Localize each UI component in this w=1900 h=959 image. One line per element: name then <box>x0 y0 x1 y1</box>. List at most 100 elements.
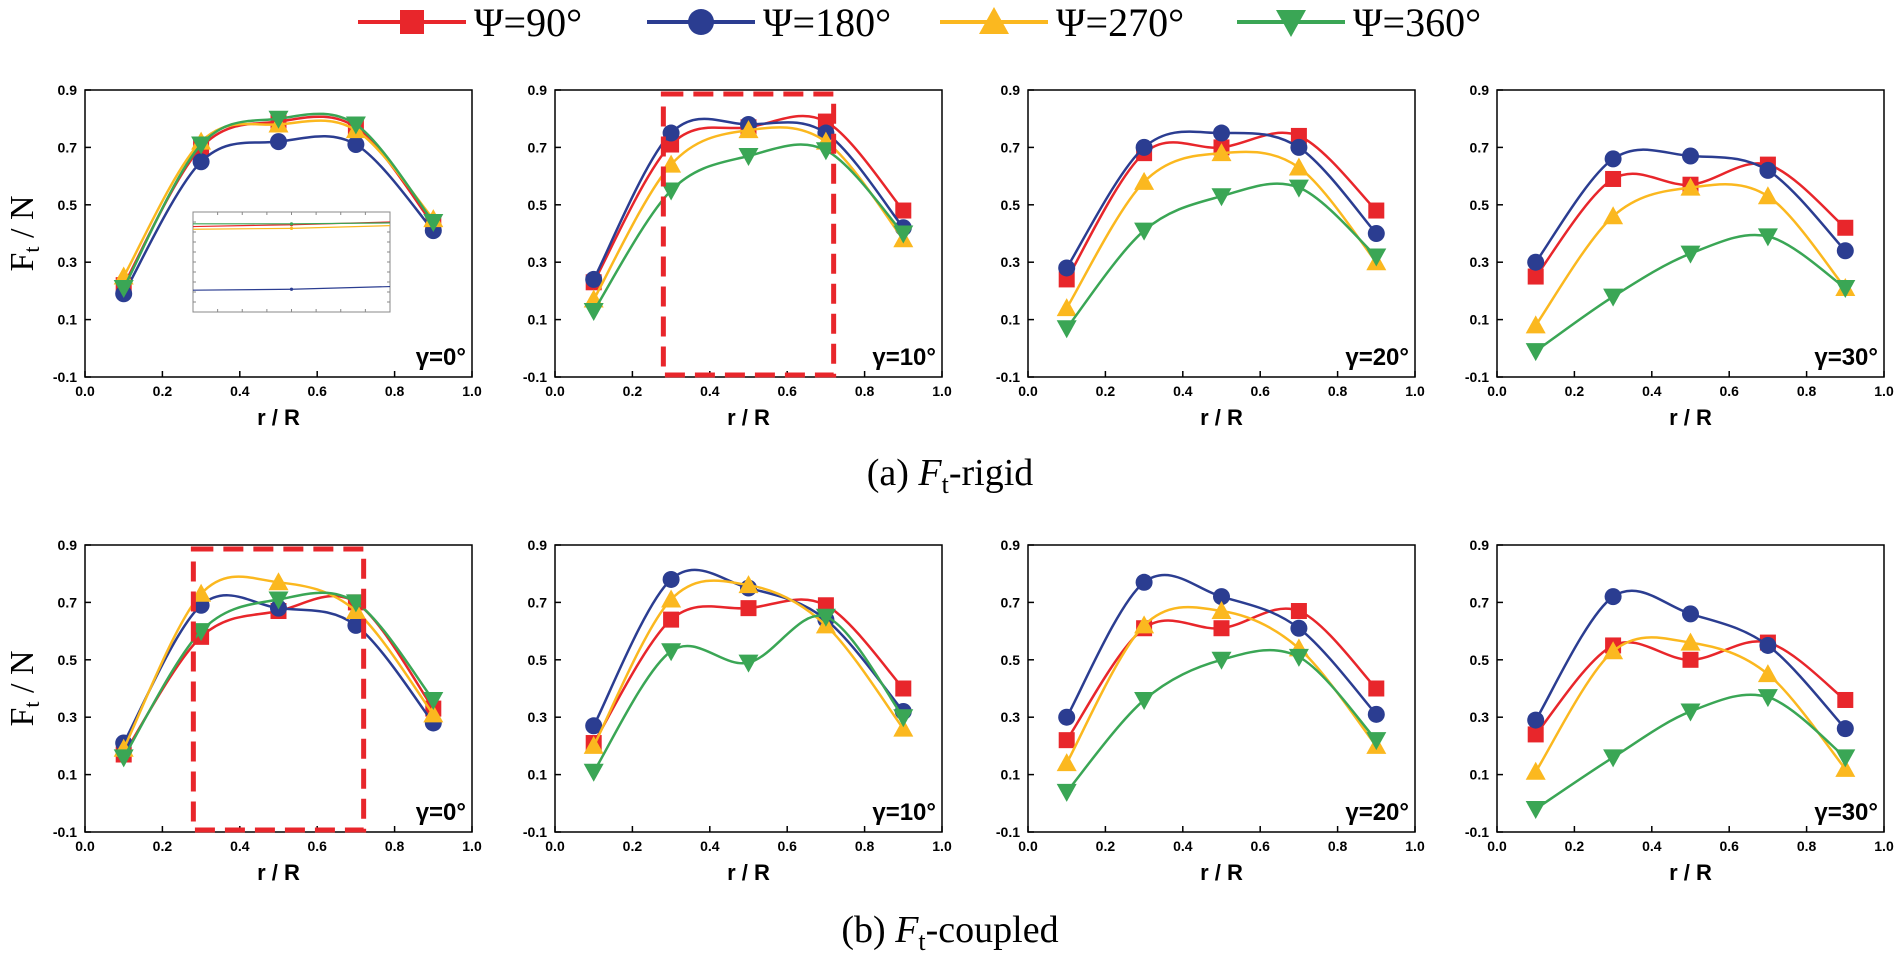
legend-label: Ψ=360° <box>1353 0 1481 45</box>
y-tick-label: 0.3 <box>1470 254 1490 270</box>
data-point-triangle-up <box>191 583 212 602</box>
data-point-triangle-down <box>1056 320 1077 339</box>
data-point-triangle-up <box>1525 315 1546 334</box>
series-circle <box>1527 147 1854 271</box>
data-point-triangle-down <box>113 280 134 299</box>
y-tick-label: 0.1 <box>1470 312 1490 328</box>
plot-frame <box>1027 544 1416 833</box>
y-tick-label: 0.5 <box>1001 652 1021 668</box>
data-point-circle <box>347 616 365 634</box>
data-point-triangle-down <box>1134 222 1155 241</box>
series-triangle-up <box>1056 143 1387 317</box>
data-point-triangle-down <box>1835 280 1856 299</box>
x-axis-title: r / R <box>1669 405 1712 430</box>
y-tick-label: 0.9 <box>528 537 548 553</box>
data-point-triangle-up <box>661 589 682 608</box>
y-tick-label: 0.1 <box>1001 767 1021 783</box>
chart-panel-b2: 0.0 0.2 0.4 0.6 0.8 1.0 -0.1 0.1 0.3 0.5 0.7 0.9 r /… <box>523 537 952 885</box>
x-tick-label: 0.4 <box>1642 383 1662 399</box>
y-tick-label: 0.9 <box>58 537 78 553</box>
data-point-triangle-down <box>268 591 289 610</box>
y-tick-label: 0.3 <box>1001 709 1021 725</box>
highlight-box <box>190 546 367 833</box>
data-point-triangle-down <box>893 225 914 244</box>
x-tick-label: 1.0 <box>932 838 952 854</box>
y-tick-label: 0.9 <box>528 82 548 98</box>
data-point-circle <box>347 136 365 154</box>
y-title-sub: t <box>19 246 44 252</box>
x-tick-label: 0.8 <box>1328 383 1348 399</box>
data-point-triangle-down <box>583 302 604 321</box>
series-line <box>592 114 905 283</box>
series-triangle-down <box>1525 228 1856 362</box>
data-point-triangle-down <box>893 709 914 728</box>
series-triangle-up <box>1525 632 1856 780</box>
data-point-triangle-up <box>738 575 759 594</box>
data-point-triangle-up <box>1056 298 1077 317</box>
caption-rigid: (a) Ft-rigid <box>867 452 1034 499</box>
data-point-square <box>1682 651 1699 668</box>
plot-frame <box>84 544 473 833</box>
data-point-circle <box>1058 259 1076 277</box>
inset-point <box>289 287 294 291</box>
data-point-square <box>1290 603 1307 620</box>
legend-entry: Ψ=270° <box>940 0 1184 45</box>
x-axis-title: r / R <box>257 860 300 885</box>
chart-panel-a1: 0.0 0.2 0.4 0.6 0.8 1.0 -0.1 0.1 0.3 0.5 0.7 0.9 r /… <box>4 82 482 430</box>
y-tick-label: 0.3 <box>1470 709 1490 725</box>
y-tick-label: 0.5 <box>528 197 548 213</box>
y-tick-label: 0.3 <box>528 709 548 725</box>
data-point-circle <box>1759 161 1777 179</box>
x-tick-label: 0.0 <box>75 383 95 399</box>
data-point-square <box>1058 732 1075 749</box>
series-triangle-down <box>1525 689 1856 820</box>
data-point-triangle-down <box>113 749 134 768</box>
chart-panel-a4: 0.0 0.2 0.4 0.6 0.8 1.0 -0.1 0.1 0.3 0.5 0.7 0.9 r /… <box>1465 82 1894 430</box>
legend-label: Ψ=90° <box>474 0 582 45</box>
x-tick-label: 0.2 <box>1096 383 1116 399</box>
x-axis-title: r / R <box>257 405 300 430</box>
data-point-square <box>895 680 912 697</box>
y-tick-label: 0.7 <box>1470 594 1490 610</box>
data-point-triangle-up <box>583 735 604 754</box>
gamma-label: γ=30° <box>1814 799 1878 826</box>
series-triangle-down <box>1056 179 1387 339</box>
data-point-triangle-up <box>1603 641 1624 660</box>
data-point-triangle-down <box>1835 749 1856 768</box>
gamma-label: γ=10° <box>872 799 936 826</box>
x-tick-label: 1.0 <box>932 383 952 399</box>
x-tick-label: 0.4 <box>230 383 250 399</box>
x-tick-label: 0.2 <box>623 383 643 399</box>
series-triangle-down <box>583 608 914 782</box>
data-point-triangle-down <box>191 136 212 155</box>
data-point-circle <box>1604 150 1622 168</box>
data-point-triangle-up <box>1603 206 1624 225</box>
x-tick-label: 0.4 <box>1173 383 1193 399</box>
data-point-triangle-up <box>893 718 914 737</box>
y-tick-label: 0.5 <box>1470 197 1490 213</box>
data-point-triangle-up <box>1056 753 1077 772</box>
y-title-rest: / N <box>4 195 41 246</box>
data-point-square <box>895 202 912 219</box>
data-point-square <box>1368 202 1385 219</box>
gamma-label: γ=20° <box>1345 344 1409 371</box>
series-triangle-up <box>583 575 914 754</box>
caption-var: F <box>917 452 942 494</box>
data-point-circle <box>662 124 680 142</box>
x-tick-label: 0.8 <box>1797 838 1817 854</box>
data-point-circle <box>1527 253 1545 271</box>
y-tick-label: 0.7 <box>528 594 548 610</box>
y-tick-label: 0.5 <box>1470 652 1490 668</box>
data-point-circle <box>1290 138 1308 156</box>
data-point-triangle-down <box>1757 689 1778 708</box>
y-title-rest: / N <box>4 650 41 701</box>
gamma-label: γ=0° <box>416 799 466 826</box>
caption-var: F <box>894 909 919 951</box>
series-square <box>585 113 912 291</box>
data-point-circle <box>1836 242 1854 260</box>
legend-label: Ψ=270° <box>1056 0 1184 45</box>
x-axis-title: r / R <box>1669 860 1712 885</box>
data-point-triangle-down <box>815 142 836 161</box>
data-point-triangle-up <box>1680 632 1701 651</box>
series-square <box>585 597 912 752</box>
